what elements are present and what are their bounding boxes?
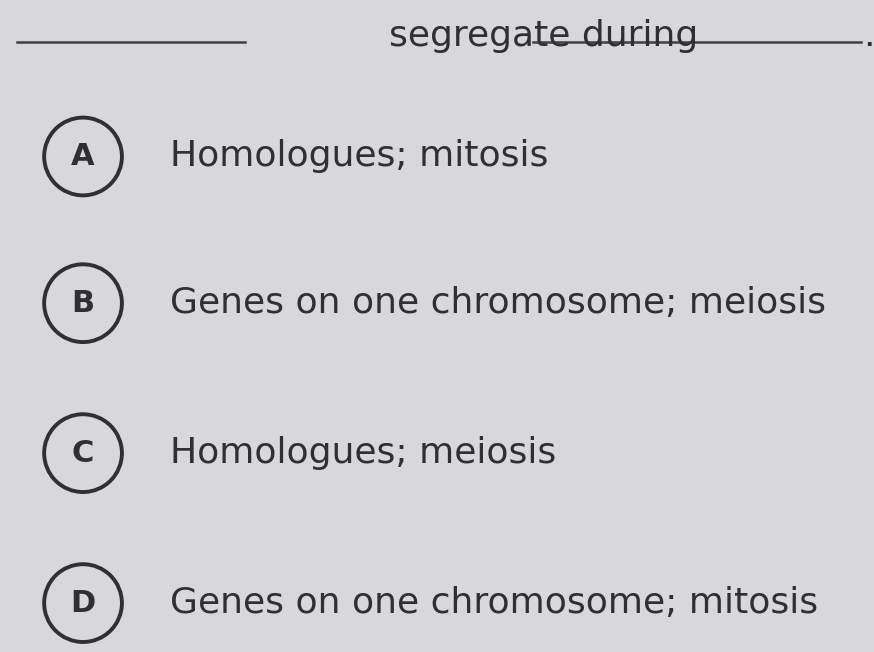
Text: Homologues; meiosis: Homologues; meiosis: [170, 436, 557, 470]
Text: .: .: [863, 19, 874, 53]
Text: segregate during: segregate during: [389, 19, 698, 53]
Text: A: A: [71, 142, 95, 171]
Text: C: C: [72, 439, 94, 467]
Text: Genes on one chromosome; mitosis: Genes on one chromosome; mitosis: [170, 586, 819, 620]
Text: D: D: [71, 589, 95, 617]
Text: Genes on one chromosome; meiosis: Genes on one chromosome; meiosis: [170, 286, 827, 320]
Text: B: B: [72, 289, 94, 318]
Text: Homologues; mitosis: Homologues; mitosis: [170, 140, 549, 173]
